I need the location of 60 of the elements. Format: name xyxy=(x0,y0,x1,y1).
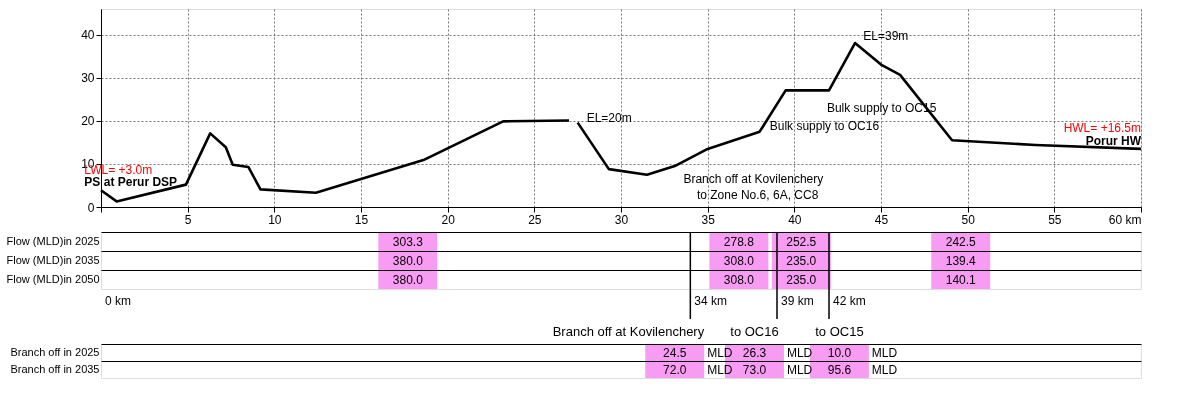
data-label: 252.5 xyxy=(786,234,817,249)
ref-line-label: 39 km xyxy=(781,294,814,308)
text: Branch off at Kovilenchery xyxy=(552,324,705,339)
annotation: Branch off at Kovilenchery xyxy=(683,172,824,187)
data-label: 380.0 xyxy=(392,253,424,268)
data-label: 235.0 xyxy=(786,253,817,268)
data-label: 380.0 xyxy=(392,272,424,287)
annotation: PS at Perur DSP xyxy=(84,175,178,190)
annotation: to Zone No.6, 6A, CC8 xyxy=(696,188,819,203)
data-label: 139.4 xyxy=(945,253,977,268)
data-label: 308.0 xyxy=(723,253,755,268)
x-tick-label: 15 xyxy=(354,212,369,227)
ref-line-label: 42 km xyxy=(833,294,866,308)
data-label: 242.5 xyxy=(945,234,977,249)
data-label: 10.0 xyxy=(827,345,852,360)
annotation: Bulk supply to OC16 xyxy=(769,118,880,133)
y-tick-label: 40 xyxy=(81,28,95,43)
y-tick-label: 0 xyxy=(87,200,95,215)
data-label: 24.5 xyxy=(663,345,687,360)
y-tick-label: 30 xyxy=(81,71,95,86)
data-label: 308.0 xyxy=(723,272,755,287)
y-tick-label: Branch off in 2035 xyxy=(10,362,100,375)
y-tick-label: Branch off in 2025 xyxy=(10,345,100,358)
ref-line-label: 34 km xyxy=(694,294,728,308)
text: MLD xyxy=(871,362,898,377)
x-tick-label: 45 xyxy=(874,212,889,227)
data-label: 26.3 xyxy=(742,345,767,360)
annotation: Porur HW xyxy=(1085,133,1142,148)
data-label: 303.3 xyxy=(392,234,424,249)
annotation: MLD xyxy=(707,345,733,360)
data-label: 73.0 xyxy=(742,362,767,377)
x-tick-label: 5 xyxy=(184,212,192,227)
x-tick-label: 10 xyxy=(268,212,282,227)
x-tick-label: 40 xyxy=(788,212,802,227)
x-tick-label: 25 xyxy=(528,212,542,227)
data-label: 278.8 xyxy=(723,234,755,249)
y-tick-label: 20 xyxy=(81,114,95,129)
annotation: 0 km xyxy=(105,294,132,308)
text: MLD xyxy=(871,345,898,360)
x-tick-label: 60 km xyxy=(1108,212,1142,227)
y-tick-label: Flow (MLD)in 2050 xyxy=(6,272,100,285)
annotation: HWL= +16.5m xyxy=(1063,120,1141,135)
y-tick-label: Flow (MLD)in 2035 xyxy=(6,253,100,266)
annotation: EL=39m xyxy=(863,28,909,43)
y-tick-label: Flow (MLD)in 2025 xyxy=(6,234,100,247)
annotation: EL=20m xyxy=(586,110,632,125)
text: to OC16 xyxy=(730,324,779,339)
data-label: 95.6 xyxy=(827,362,852,377)
x-tick-label: 35 xyxy=(701,212,716,227)
x-tick-label: 30 xyxy=(614,212,629,227)
text: MLD xyxy=(786,362,813,377)
data-label: 140.1 xyxy=(945,272,977,287)
text: MLD xyxy=(786,345,813,360)
x-tick-label: 20 xyxy=(441,212,456,227)
text: MLD xyxy=(707,362,733,377)
data-label: 72.0 xyxy=(663,362,687,377)
data-label: 235.0 xyxy=(786,272,817,287)
x-tick-label: 50 xyxy=(961,212,976,227)
x-tick-label: 55 xyxy=(1048,212,1062,227)
text: to OC15 xyxy=(815,324,864,339)
